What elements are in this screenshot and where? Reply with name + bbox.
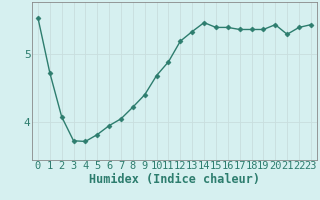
X-axis label: Humidex (Indice chaleur): Humidex (Indice chaleur) <box>89 173 260 186</box>
